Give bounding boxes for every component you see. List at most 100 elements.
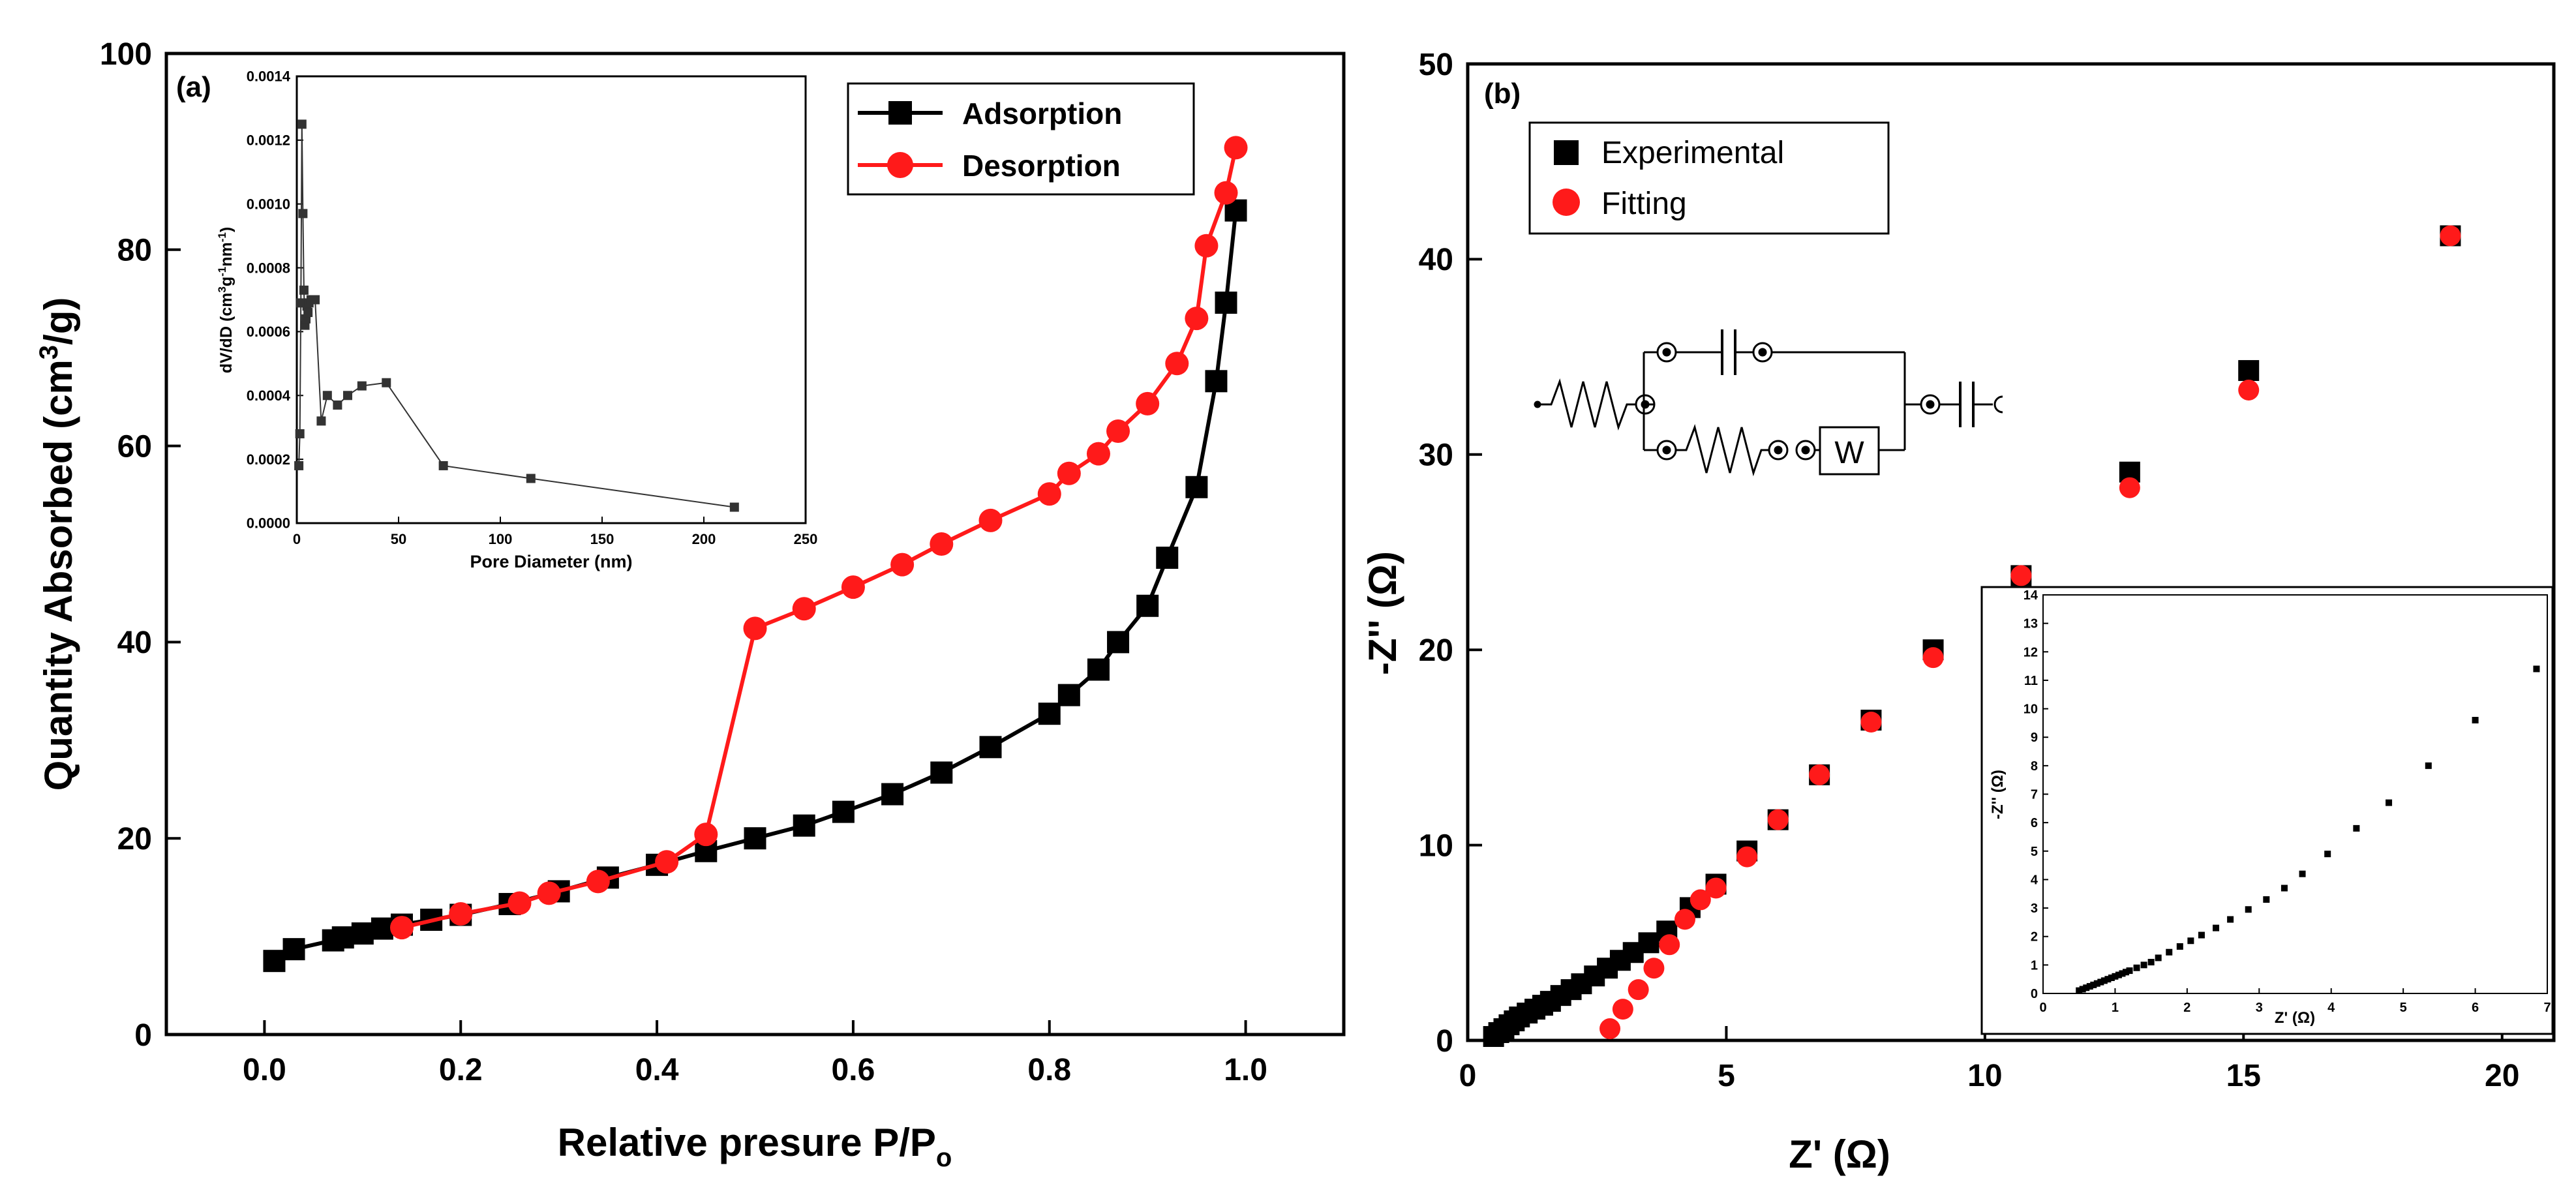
adsorption-point bbox=[1205, 370, 1228, 393]
inset-point bbox=[2122, 969, 2129, 976]
inset-point bbox=[2115, 971, 2122, 978]
desorption-point bbox=[930, 532, 954, 556]
circuit-node-dot bbox=[1801, 446, 1810, 455]
adsorption-point bbox=[263, 950, 286, 973]
y-tick-label: 0.0004 bbox=[247, 387, 291, 404]
x-tick-label: 0.2 bbox=[439, 1053, 483, 1087]
pore-point bbox=[295, 429, 305, 438]
desorption-point bbox=[1185, 307, 1209, 331]
y-tick-label: 100 bbox=[100, 37, 152, 72]
y-tick-label: 8 bbox=[2031, 759, 2038, 774]
adsorption-point bbox=[1087, 658, 1110, 681]
y-tick-label: 30 bbox=[1419, 438, 1453, 473]
desorption-point bbox=[1086, 442, 1110, 466]
inset-point bbox=[2281, 885, 2288, 892]
adsorption-point bbox=[832, 800, 855, 823]
inset-point bbox=[2299, 870, 2306, 877]
pore-point bbox=[438, 461, 448, 470]
inset-point bbox=[2104, 976, 2112, 983]
y-tick-label: 20 bbox=[117, 822, 152, 856]
circuit-node bbox=[1768, 440, 1789, 461]
y-tick-label: 13 bbox=[2023, 617, 2038, 631]
adsorption-point bbox=[1107, 631, 1130, 654]
y-tick-label: 60 bbox=[117, 429, 152, 464]
plot-a-axes: 0.0 0.2 0.4 0.6 0.8 1.0 0 20 40 60 80 100 bbox=[100, 37, 1267, 1087]
pore-point bbox=[322, 391, 332, 401]
inset-point bbox=[2425, 762, 2432, 769]
inset-point bbox=[2079, 986, 2086, 993]
fitting-point bbox=[2010, 565, 2032, 586]
y-axis-label-a: Quantity Absorbed (cm3/g) bbox=[35, 297, 80, 791]
legend-adsorption-marker bbox=[888, 101, 912, 125]
adsorption-point bbox=[979, 736, 1002, 759]
y-tick-label: 10 bbox=[2023, 703, 2038, 717]
fitting-point bbox=[1599, 1018, 1621, 1040]
x-tick-label: 250 bbox=[794, 531, 818, 547]
y-tick-label: 0 bbox=[1436, 1024, 1453, 1059]
experimental-point bbox=[1638, 932, 1659, 954]
y-tick-label: 0.0000 bbox=[247, 515, 290, 532]
x-tick-label: 10 bbox=[1967, 1059, 2002, 1093]
desorption-point bbox=[694, 823, 718, 847]
legend-b-box bbox=[1528, 121, 1890, 235]
adsorption-point bbox=[331, 926, 354, 949]
x-tick-label: 1 bbox=[2112, 1001, 2119, 1015]
fitting-point bbox=[1705, 877, 1727, 899]
y-tick-label: 0.0002 bbox=[247, 451, 290, 468]
adsorption-point bbox=[371, 917, 393, 940]
inset-a-x-label: Pore Diameter (nm) bbox=[470, 552, 632, 571]
inset-point bbox=[2100, 977, 2108, 984]
x-tick-label: 200 bbox=[692, 531, 716, 547]
fitting-point bbox=[1628, 979, 1649, 1001]
inset-point bbox=[2324, 851, 2331, 858]
inset-point bbox=[2386, 799, 2393, 806]
pore-point bbox=[729, 502, 739, 512]
y-tick-label: 1 bbox=[2031, 958, 2038, 973]
inset-a-y-label: dV/dD (cm3g-1nm-1) bbox=[216, 227, 235, 373]
x-tick-label: 1.0 bbox=[1224, 1053, 1267, 1087]
desorption-point bbox=[1106, 419, 1130, 444]
inset-a-y-label-part: g bbox=[217, 277, 235, 286]
inset-point bbox=[2227, 916, 2234, 923]
x-axis-label-a: Relative presure P/Po bbox=[558, 1121, 952, 1172]
y-tick-label: 6 bbox=[2031, 816, 2038, 830]
y-tick-label: 10 bbox=[1419, 828, 1453, 863]
inset-point bbox=[2533, 665, 2540, 673]
x-tick-label: 20 bbox=[2485, 1059, 2519, 1093]
adsorption-point bbox=[881, 783, 904, 806]
inset-point bbox=[2198, 931, 2205, 939]
desorption-point bbox=[655, 850, 679, 874]
adsorption-point bbox=[793, 814, 815, 837]
inset-b-y-label: -Z'' (Ω) bbox=[1989, 770, 2007, 819]
plot-a-inset: 0 50 100 150 200 250 0.0000 0.0002 0.0004 0.0006 0… bbox=[216, 68, 817, 571]
inset-a-y-label-part: nm bbox=[217, 242, 235, 267]
pore-point bbox=[298, 209, 308, 219]
legend-experimental-label: Experimental bbox=[1601, 136, 1784, 170]
inset-b-x-label: Z' (Ω) bbox=[2275, 1009, 2315, 1027]
plot-b-series bbox=[1483, 225, 2461, 1048]
inset-point bbox=[2245, 906, 2252, 913]
fitting-point bbox=[1643, 958, 1665, 979]
inset-point bbox=[2140, 961, 2147, 969]
desorption-point bbox=[1037, 482, 1061, 506]
inset-b-bg bbox=[1980, 586, 2554, 1035]
desorption-point bbox=[1224, 136, 1248, 160]
desorption-point bbox=[1194, 234, 1219, 258]
inset-point bbox=[2093, 980, 2100, 987]
fitting-point bbox=[1659, 934, 1680, 956]
adsorption-point bbox=[930, 761, 953, 784]
fitting-point bbox=[2440, 225, 2461, 247]
inset-point bbox=[2112, 973, 2119, 980]
legend-fitting-marker bbox=[1553, 189, 1580, 216]
pore-point bbox=[382, 378, 391, 387]
inset-a-y-label-part: dV/dD (cm bbox=[217, 293, 235, 374]
y-tick-label: 0 bbox=[134, 1018, 152, 1053]
pore-point bbox=[299, 285, 309, 295]
circuit-node-dot bbox=[1662, 446, 1671, 455]
pore-point bbox=[526, 474, 536, 483]
inset-a-y-label-part: 3 bbox=[216, 286, 228, 292]
fitting-point bbox=[1690, 889, 1711, 911]
